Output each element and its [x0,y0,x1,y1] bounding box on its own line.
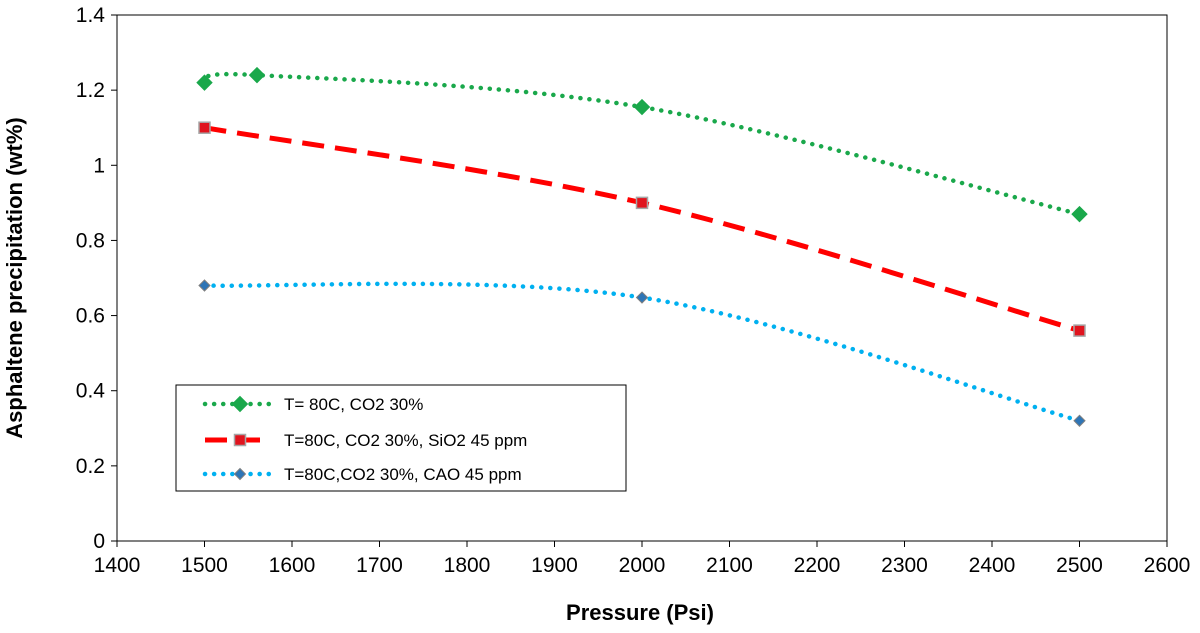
legend-swatch-marker [233,467,247,481]
y-tick-label: 1 [93,154,105,177]
x-tick-label: 1700 [356,554,403,577]
y-tick-label: 0.4 [76,380,106,403]
x-tick-label: 2600 [1144,554,1191,577]
y-tick-label: 1.2 [76,79,105,102]
x-tick-label: 2200 [794,554,841,577]
series-2 [198,121,1086,337]
legend-label: T=80C, CO2 30%, SiO2 45 ppm [284,431,527,450]
y-axis-title: Asphaltene precipitation (wt%) [2,117,27,438]
data-point-marker [635,291,649,304]
y-tick-label: 0.8 [76,229,105,252]
y-tick-label: 1.4 [76,4,106,27]
data-point-marker [1071,205,1088,223]
x-tick-label: 1900 [531,554,578,577]
legend-swatch-marker [231,395,249,413]
x-tick-label: 2100 [706,554,753,577]
x-tick-label: 1500 [181,554,228,577]
series-layer [196,66,1088,427]
data-point-marker [1073,324,1086,337]
data-point-marker [198,279,211,292]
legend-marker-shape [231,395,249,413]
legend-label: T= 80C, CO2 30% [284,395,423,414]
legend-swatch-marker [233,433,247,447]
y-tick-label: 0.2 [76,455,105,478]
data-point-marker [196,74,213,91]
x-tick-label: 2400 [969,554,1016,577]
data-point-marker [633,98,651,116]
series-1 [196,66,1088,223]
tick-layer: 1400 1500 1600 1700 1800 1900 2000 2100 2200 2300… [76,4,1191,577]
data-point-marker [248,66,266,84]
data-point-marker [635,196,649,210]
legend-marker-shape [233,467,247,481]
series-line [202,71,1082,217]
x-tick-label: 1400 [94,554,141,577]
x-tick-label: 1800 [444,554,491,577]
data-point-marker [198,121,211,134]
data-point-marker [1073,414,1086,427]
x-axis-title: Pressure (Psi) [566,600,714,625]
x-tick-label: 2500 [1056,554,1103,577]
x-tick-label: 2300 [881,554,928,577]
legend-marker-shape [233,433,247,447]
series-3 [198,279,1086,427]
legend-item-3: T=80C,CO2 30%, CAO 45 ppm [202,465,522,484]
legend: T= 80C, CO2 30% T=80C, CO2 30%, SiO2 45 … [175,384,627,492]
legend-item-1: T= 80C, CO2 30% [202,395,423,414]
legend-label: T=80C,CO2 30%, CAO 45 ppm [284,465,522,484]
x-tick-label: 2000 [619,554,666,577]
x-tick-label: 1600 [269,554,316,577]
y-tick-label: 0 [93,530,105,553]
legend-item-2: T=80C, CO2 30%, SiO2 45 ppm [205,431,527,450]
y-tick-label: 0.6 [76,305,105,328]
